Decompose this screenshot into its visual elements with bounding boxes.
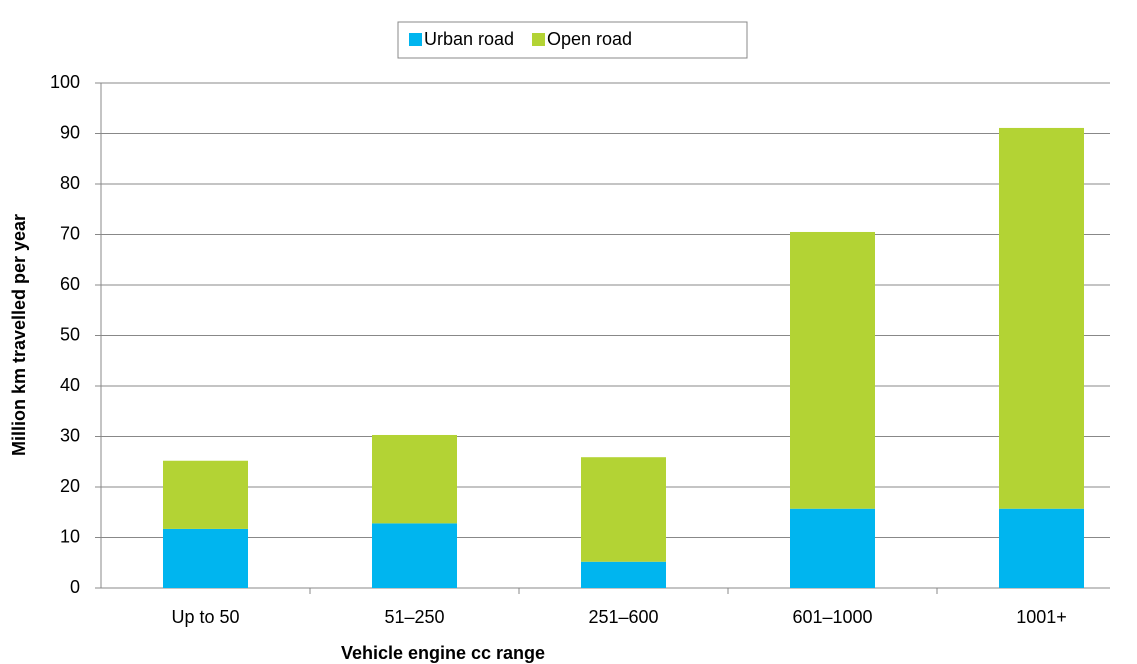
y-tick-label: 70 [60, 223, 80, 243]
y-tick-label: 80 [60, 173, 80, 193]
legend-label: Urban road [424, 29, 514, 49]
bar-segment [999, 508, 1084, 588]
legend-swatch [532, 33, 545, 46]
bar-segment [790, 231, 875, 509]
bar-segment [581, 561, 666, 588]
y-tick-label: 20 [60, 476, 80, 496]
bar-segment [372, 434, 457, 524]
bar-segment [999, 127, 1084, 509]
x-axis-title: Vehicle engine cc range [341, 643, 545, 663]
legend-label: Open road [547, 29, 632, 49]
bar-segment [581, 457, 666, 562]
y-tick-label: 60 [60, 274, 80, 294]
y-tick-label: 0 [70, 577, 80, 597]
bar-segment [163, 460, 248, 529]
y-tick-label: 90 [60, 122, 80, 142]
legend-swatch [409, 33, 422, 46]
x-tick-label: 1001+ [1016, 607, 1067, 627]
y-tick-label: 100 [50, 72, 80, 92]
x-tick-label: 51–250 [384, 607, 444, 627]
y-tick-label: 10 [60, 526, 80, 546]
bar-segment [372, 523, 457, 588]
x-tick-label: 251–600 [588, 607, 658, 627]
legend-box [397, 21, 748, 59]
y-tick-label: 40 [60, 375, 80, 395]
x-tick-label: Up to 50 [171, 607, 239, 627]
y-axis-title: Million km travelled per year [9, 214, 29, 456]
bar-segment [163, 528, 248, 588]
bar-segment [790, 508, 875, 588]
x-tick-label: 601–1000 [792, 607, 872, 627]
y-tick-label: 30 [60, 425, 80, 445]
y-tick-label: 50 [60, 324, 80, 344]
